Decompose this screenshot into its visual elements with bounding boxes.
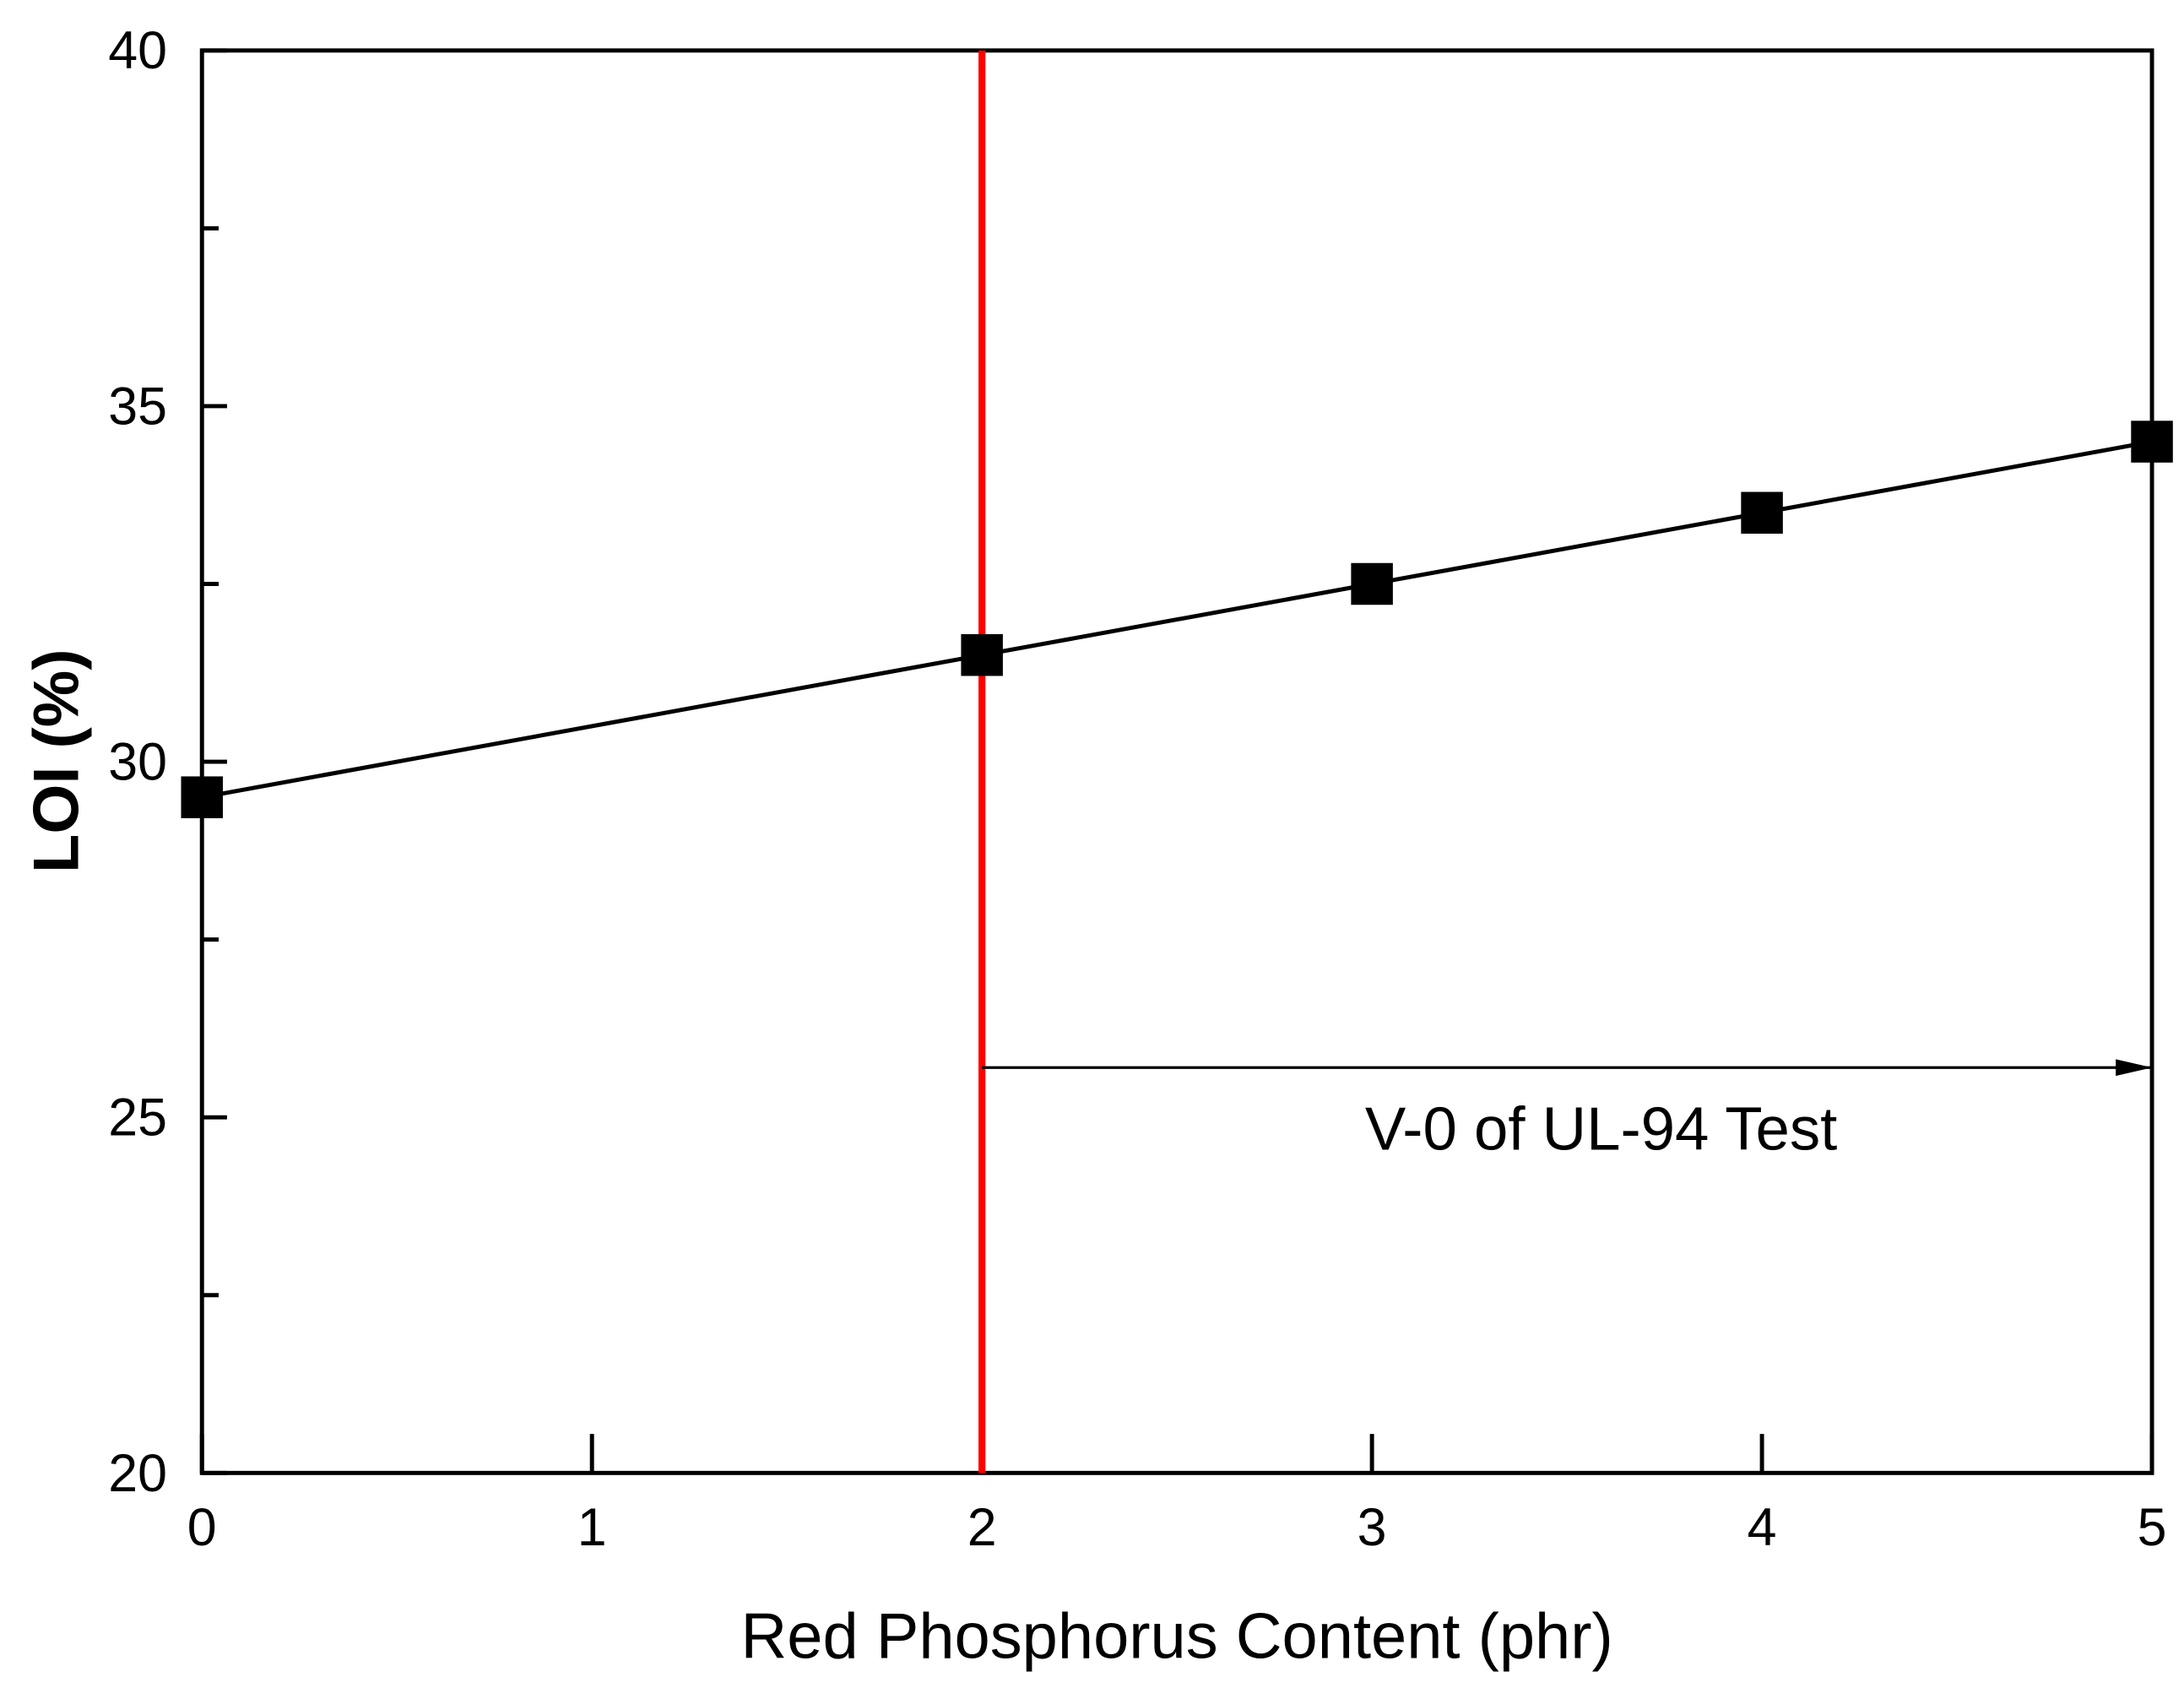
- data-point: [2131, 421, 2173, 463]
- y-tick-label: 20: [108, 1444, 167, 1503]
- data-point: [961, 633, 1003, 676]
- data-point: [1741, 491, 1783, 535]
- series-line: [201, 439, 2153, 800]
- x-tick-label: 2: [967, 1498, 997, 1557]
- y-axis-label: LOI (%): [20, 649, 92, 873]
- x-tick-label: 5: [2138, 1498, 2167, 1557]
- y-tick-label: 30: [108, 733, 167, 792]
- annotation-text: V-0 of UL-94 Test: [1365, 1095, 1837, 1164]
- plot-frame: [199, 48, 2154, 1475]
- y-tick-label: 40: [108, 21, 167, 80]
- x-axis-label: Red Phosphorus Content (phr): [740, 1601, 1612, 1673]
- y-tick-label: 25: [108, 1088, 167, 1148]
- x-tick-label: 4: [1748, 1498, 1777, 1557]
- y-tick-label: 35: [108, 377, 167, 436]
- x-tick-label: 1: [577, 1498, 607, 1557]
- x-tick-label: 0: [187, 1498, 217, 1557]
- data-point: [1351, 562, 1393, 605]
- annotation-arrowhead: [2116, 1059, 2153, 1077]
- x-tick-label: 3: [1358, 1498, 1387, 1557]
- data-point: [181, 776, 223, 818]
